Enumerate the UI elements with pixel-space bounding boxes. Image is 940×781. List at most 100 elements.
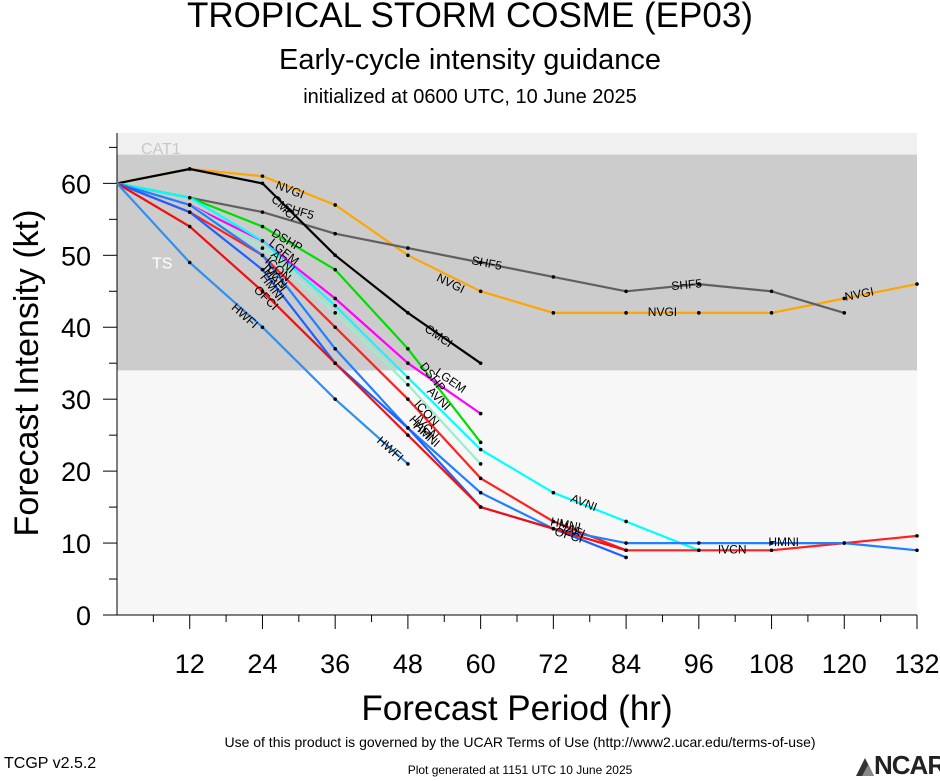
data-point-avni bbox=[551, 490, 556, 495]
x-tick-label: 132 bbox=[894, 649, 939, 679]
y-tick-label: 30 bbox=[61, 385, 91, 415]
series-line-nvgi bbox=[116, 167, 918, 314]
series-label-shf5: SHF5 bbox=[671, 276, 703, 293]
y-axis-title: Forecast Intensity (kt) bbox=[8, 210, 46, 537]
x-tick-label: 120 bbox=[822, 649, 867, 679]
data-point-ofci bbox=[478, 505, 483, 509]
data-point-hwfi bbox=[260, 325, 265, 330]
data-point-hafi bbox=[260, 267, 265, 272]
data-point-nvgi bbox=[551, 311, 556, 315]
data-point-ivcn bbox=[915, 534, 919, 538]
data-point-dshp bbox=[478, 440, 483, 445]
x-tick-label: 36 bbox=[320, 649, 350, 679]
x-tick-label: 84 bbox=[611, 649, 641, 679]
data-point-dshp bbox=[260, 224, 265, 229]
y-tick-label: 0 bbox=[76, 601, 91, 631]
chart-subtitle: Early-cycle intensity guidance bbox=[278, 44, 661, 76]
init-time: initialized at 0600 UTC, 10 June 2025 bbox=[303, 86, 637, 108]
series-line-ofci bbox=[116, 182, 627, 552]
data-point-hwfi bbox=[406, 462, 410, 466]
data-point-ofci bbox=[260, 289, 265, 294]
x-tick-label: 60 bbox=[466, 649, 496, 679]
ncar-logo-icon bbox=[856, 758, 874, 776]
chart-title: TROPICAL STORM COSME (EP03) bbox=[187, 0, 753, 35]
data-point-avni bbox=[260, 239, 265, 243]
series-ofci bbox=[116, 182, 628, 553]
data-point-shf5 bbox=[551, 275, 556, 279]
data-point-dshp bbox=[406, 347, 410, 351]
series-label-hmni: HMNI bbox=[768, 535, 799, 549]
ncar-logo-text: NCAR bbox=[874, 750, 940, 780]
data-point-ofci bbox=[551, 526, 556, 531]
data-point-hmni bbox=[697, 541, 701, 545]
data-point-cmci bbox=[478, 361, 483, 366]
data-point-hwfi bbox=[333, 397, 337, 401]
data-point-hmni bbox=[842, 541, 847, 545]
data-point-ivcn bbox=[769, 548, 774, 553]
x-tick-label: 12 bbox=[175, 649, 205, 679]
series-hwfi bbox=[116, 182, 410, 466]
x-axis-title: Forecast Period (hr) bbox=[361, 689, 672, 728]
terms-of-use: Use of this product is governed by the U… bbox=[224, 734, 816, 750]
data-point-icon bbox=[478, 462, 483, 466]
data-point-shf5 bbox=[406, 246, 410, 250]
data-point-nvgi bbox=[260, 174, 265, 178]
data-point-nvgi bbox=[915, 282, 919, 286]
data-point-shf5 bbox=[478, 260, 483, 265]
data-point-nvgi bbox=[624, 311, 628, 315]
series-label-nvgi: NVGI bbox=[844, 284, 876, 303]
x-tick-label: 96 bbox=[684, 649, 714, 679]
y-tick-label: 50 bbox=[61, 241, 91, 271]
data-point-nvgi bbox=[333, 203, 337, 207]
data-point-lgem bbox=[406, 361, 410, 366]
data-point-hmni bbox=[333, 347, 337, 351]
series-label-hmni: HMNI bbox=[549, 514, 582, 534]
data-point-hwfi bbox=[187, 260, 192, 265]
series-label-nvgi: NVGI bbox=[648, 305, 677, 319]
data-point-shf5 bbox=[769, 289, 774, 294]
data-point-hafi bbox=[406, 426, 410, 430]
data-point-shf5 bbox=[260, 210, 265, 214]
data-point-cmci bbox=[333, 253, 337, 258]
x-tick-label: 72 bbox=[538, 649, 568, 679]
data-point-nvgi bbox=[842, 296, 847, 301]
data-point-ivcn bbox=[478, 476, 483, 481]
data-point-dshp bbox=[333, 267, 337, 272]
data-point-hmni bbox=[478, 490, 483, 495]
data-point-ivcn bbox=[406, 397, 410, 401]
generated-time: Plot generated at 1151 UTC 10 June 2025 bbox=[407, 763, 633, 777]
data-point-cmci bbox=[406, 311, 410, 315]
data-point-hmni bbox=[187, 203, 192, 207]
version-label: TCGP v2.5.2 bbox=[4, 755, 97, 772]
data-point-hmni bbox=[769, 541, 774, 545]
data-point-shf5 bbox=[333, 231, 337, 236]
y-tick-label: 40 bbox=[61, 313, 91, 343]
data-point-shf5 bbox=[624, 289, 628, 294]
band-label-ts: TS bbox=[152, 256, 172, 273]
data-point-hmni bbox=[915, 548, 919, 553]
data-point-ofci bbox=[624, 548, 628, 553]
data-point-hmni bbox=[624, 541, 628, 545]
ncar-logo: NCAR bbox=[852, 750, 940, 780]
data-point-avni bbox=[624, 519, 628, 524]
data-point-avni bbox=[478, 447, 483, 452]
data-point-hafi bbox=[187, 210, 192, 214]
data-point-nvgi bbox=[769, 311, 774, 315]
data-point-lgem bbox=[333, 296, 337, 301]
data-point-hafi bbox=[624, 555, 628, 560]
series-label-shf5: SHF5 bbox=[470, 253, 503, 273]
data-point-hmni bbox=[260, 253, 265, 258]
data-point-avni bbox=[187, 195, 192, 200]
y-tick-label: 60 bbox=[61, 169, 91, 199]
data-point-icon bbox=[333, 311, 337, 315]
band-label-cat1: CAT1 bbox=[141, 141, 181, 158]
band-ts bbox=[117, 154, 917, 371]
data-point-icon bbox=[406, 382, 410, 387]
series-line-cmci bbox=[116, 167, 482, 365]
y-tick-label: 10 bbox=[61, 529, 91, 559]
data-point-avni bbox=[406, 375, 410, 380]
data-point-ofci bbox=[406, 433, 410, 437]
data-point-ofci bbox=[333, 361, 337, 366]
x-tick-label: 48 bbox=[393, 649, 423, 679]
